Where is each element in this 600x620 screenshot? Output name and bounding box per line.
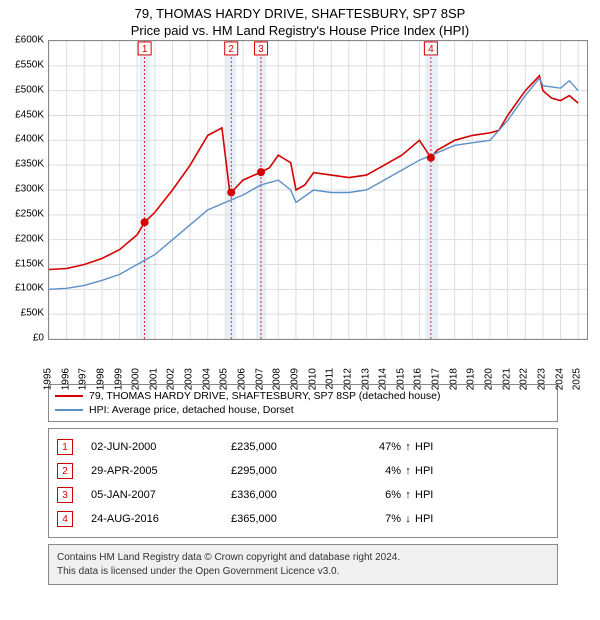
x-tick-label: 2014 (378, 368, 389, 390)
legend-label: HPI: Average price, detached house, Dors… (89, 404, 294, 416)
y-tick-label: £550K (15, 59, 44, 70)
x-tick-label: 2007 (254, 368, 265, 390)
footer-line-2: This data is licensed under the Open Gov… (57, 565, 549, 579)
x-tick-label: 2004 (201, 368, 212, 390)
y-tick-label: £450K (15, 109, 44, 120)
x-tick-label: 2010 (307, 368, 318, 390)
y-tick-label: £300K (15, 184, 44, 195)
x-tick-label: 2005 (219, 368, 230, 390)
svg-text:4: 4 (428, 44, 434, 55)
x-tick-label: 2002 (166, 368, 177, 390)
svg-text:2: 2 (228, 44, 234, 55)
x-tick-label: 2024 (554, 368, 565, 390)
x-tick-label: 1997 (78, 368, 89, 390)
sale-index-badge: 2 (57, 463, 73, 479)
x-tick-label: 2016 (413, 368, 424, 390)
y-tick-label: £250K (15, 208, 44, 219)
page-container: 79, THOMAS HARDY DRIVE, SHAFTESBURY, SP7… (0, 0, 600, 585)
sale-arrow-icon: ↑ (401, 465, 415, 477)
svg-text:3: 3 (258, 44, 264, 55)
x-tick-label: 1999 (113, 368, 124, 390)
x-tick-label: 1995 (43, 368, 54, 390)
x-axis-labels: 1995199619971998199920002001200220032004… (48, 340, 588, 380)
x-tick-label: 2001 (148, 368, 159, 390)
x-tick-label: 2019 (466, 368, 477, 390)
y-tick-label: £200K (15, 233, 44, 244)
sale-delta-pct: 4% (341, 465, 401, 477)
y-tick-label: £600K (15, 35, 44, 46)
y-tick-label: £150K (15, 258, 44, 269)
sale-row: 2 29-APR-2005£295,0004%↑HPI (57, 459, 549, 483)
sale-vs-label: HPI (415, 489, 455, 501)
y-axis-labels: £0£50K£100K£150K£200K£250K£300K£350K£400… (0, 40, 48, 340)
legend-box: 79, THOMAS HARDY DRIVE, SHAFTESBURY, SP7… (48, 384, 558, 422)
sale-price: £235,000 (231, 441, 341, 453)
x-tick-label: 2015 (395, 368, 406, 390)
sale-date: 24-AUG-2016 (91, 513, 231, 525)
x-tick-label: 1996 (60, 368, 71, 390)
x-tick-label: 2013 (360, 368, 371, 390)
sale-delta-pct: 6% (341, 489, 401, 501)
sale-price: £295,000 (231, 465, 341, 477)
y-tick-label: £100K (15, 283, 44, 294)
sale-date: 29-APR-2005 (91, 465, 231, 477)
x-tick-label: 2020 (483, 368, 494, 390)
plot-region: 1 2 3 4 (48, 40, 588, 340)
sale-vs-label: HPI (415, 513, 455, 525)
x-tick-label: 2023 (536, 368, 547, 390)
x-tick-label: 2025 (572, 368, 583, 390)
sale-arrow-icon: ↑ (401, 489, 415, 501)
y-tick-label: £50K (21, 308, 44, 319)
x-tick-label: 2003 (184, 368, 195, 390)
x-tick-label: 2006 (237, 368, 248, 390)
sale-price: £365,000 (231, 513, 341, 525)
x-tick-label: 2011 (325, 368, 336, 390)
footer-line-1: Contains HM Land Registry data © Crown c… (57, 551, 549, 565)
sale-delta-pct: 47% (341, 441, 401, 453)
x-tick-label: 2008 (272, 368, 283, 390)
chart-svg: 1 2 3 4 (49, 41, 587, 339)
attribution-footer: Contains HM Land Registry data © Crown c… (48, 544, 558, 585)
title-block: 79, THOMAS HARDY DRIVE, SHAFTESBURY, SP7… (0, 0, 600, 40)
title-address: 79, THOMAS HARDY DRIVE, SHAFTESBURY, SP7… (0, 6, 600, 21)
legend-row: HPI: Average price, detached house, Dors… (55, 403, 551, 417)
sale-delta-pct: 7% (341, 513, 401, 525)
x-tick-label: 2012 (342, 368, 353, 390)
chart-area: £0 £50K £100K £150K £200K £250K £300K £350K £400… (0, 40, 600, 380)
x-tick-label: 2017 (431, 368, 442, 390)
svg-text:1: 1 (142, 44, 148, 55)
sales-table: 102-JUN-2000£235,00047%↑HPI229-APR-2005£… (48, 428, 558, 538)
sale-index-badge: 3 (57, 487, 73, 503)
x-tick-label: 2009 (289, 368, 300, 390)
x-tick-label: 2000 (131, 368, 142, 390)
sale-date: 02-JUN-2000 (91, 441, 231, 453)
sale-row: 4 24-AUG-2016£365,0007%↓HPI (57, 507, 549, 531)
sale-row: 3 05-JAN-2007£336,0006%↑HPI (57, 483, 549, 507)
sale-row: 1 02-JUN-2000£235,00047%↑HPI (57, 435, 549, 459)
y-tick-label: £350K (15, 159, 44, 170)
legend-swatch (55, 395, 83, 397)
y-tick-label: £500K (15, 84, 44, 95)
sale-arrow-icon: ↑ (401, 441, 415, 453)
sale-date: 05-JAN-2007 (91, 489, 231, 501)
y-tick-label: £0 (33, 333, 44, 344)
legend-row: 79, THOMAS HARDY DRIVE, SHAFTESBURY, SP7… (55, 389, 551, 403)
x-tick-label: 2022 (519, 368, 530, 390)
legend-swatch (55, 409, 83, 411)
sale-price: £336,000 (231, 489, 341, 501)
sale-index-badge: 1 (57, 439, 73, 455)
title-subtitle: Price paid vs. HM Land Registry's House … (0, 23, 600, 38)
x-tick-label: 1998 (95, 368, 106, 390)
y-tick-label: £400K (15, 134, 44, 145)
sale-arrow-icon: ↓ (401, 513, 415, 525)
sale-vs-label: HPI (415, 441, 455, 453)
x-tick-label: 2018 (448, 368, 459, 390)
sale-vs-label: HPI (415, 465, 455, 477)
sale-index-badge: 4 (57, 511, 73, 527)
legend-label: 79, THOMAS HARDY DRIVE, SHAFTESBURY, SP7… (89, 390, 441, 402)
x-tick-label: 2021 (501, 368, 512, 390)
